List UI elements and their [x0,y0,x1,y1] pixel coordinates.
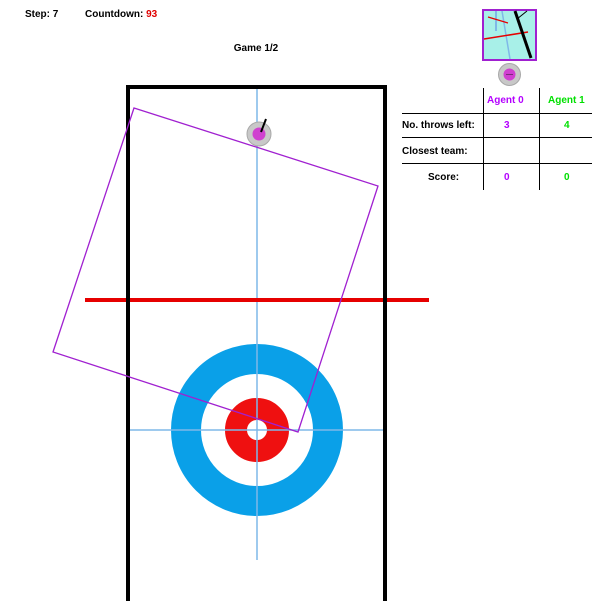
countdown-value: 93 [146,9,158,20]
step-counter: Step: 7 [25,9,58,20]
score-label: Score: [428,172,460,183]
stone-icon[interactable] [246,118,272,147]
sheet-border [126,85,387,601]
step-label: Step: [25,9,50,20]
agent-1-score: 0 [564,172,570,183]
scoreboard-table: Agent 0 Agent 1 No. throws left: 3 4 Clo… [400,88,595,193]
throws-left-label: No. throws left: [402,120,475,131]
aim-selection-box[interactable] [52,107,379,433]
agent-0-header: Agent 0 [487,95,524,106]
countdown-timer: Countdown: 93 [85,9,157,20]
closest-team-label: Closest team: [402,146,468,157]
countdown-label: Countdown: [85,9,144,20]
next-stone-icon [498,63,521,86]
agent-0-score: 0 [504,172,510,183]
agent-1-throws-left: 4 [564,120,570,131]
agent-0-throws-left: 3 [504,120,510,131]
minimap-icon [482,9,537,61]
game-round-label: Game 1/2 [233,43,279,54]
agent-1-header: Agent 1 [548,95,585,106]
step-value: 7 [52,9,59,20]
